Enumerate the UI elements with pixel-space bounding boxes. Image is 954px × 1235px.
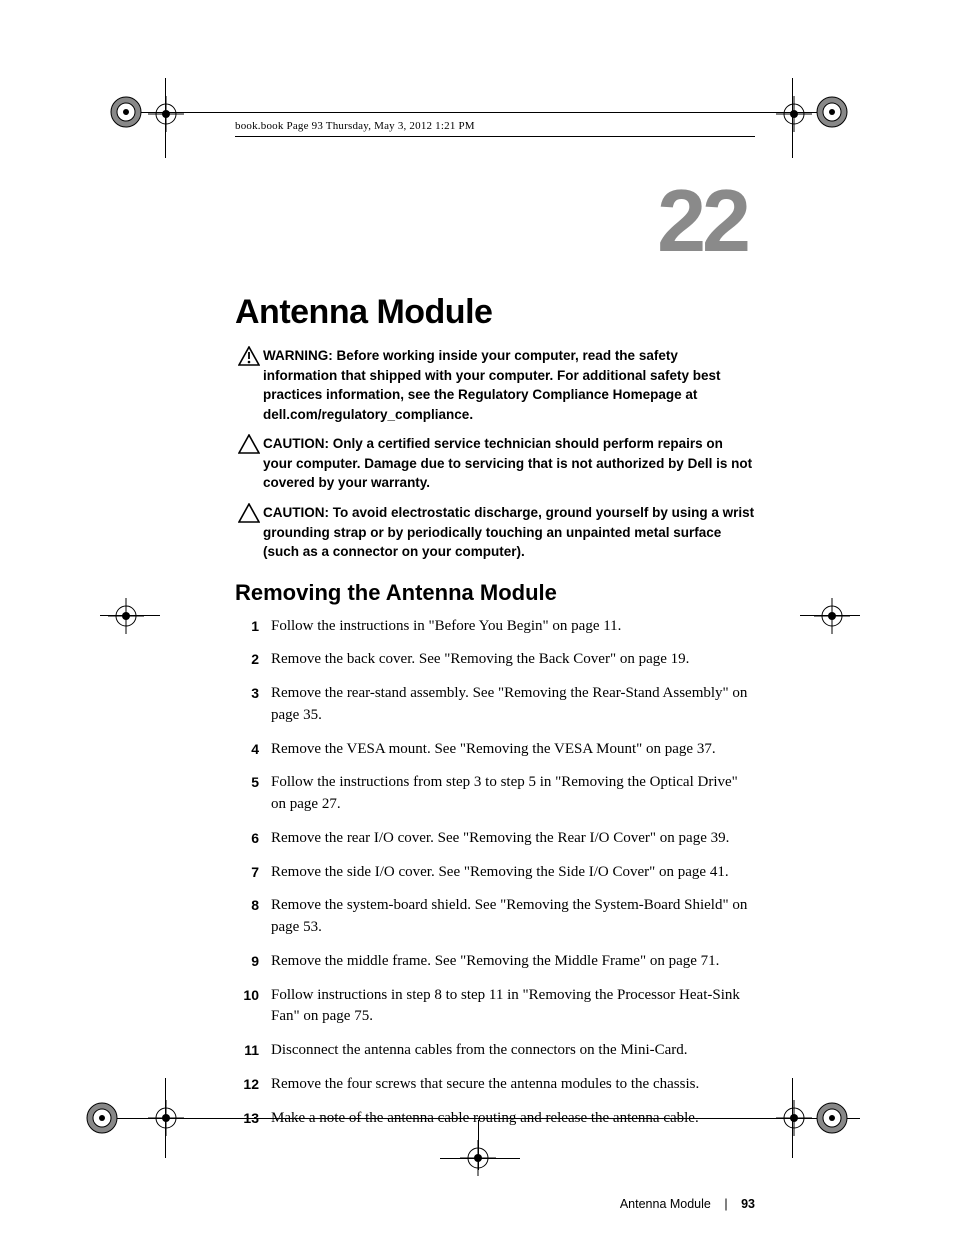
page-title: Antenna Module (235, 293, 755, 332)
section-heading: Removing the Antenna Module (235, 580, 755, 606)
page: book.book Page 93 Thursday, May 3, 2012 … (0, 0, 954, 1235)
caution-icon (235, 503, 263, 523)
notice-lead: CAUTION: (263, 436, 329, 451)
step-list: Follow the instructions in "Before You B… (235, 616, 755, 1130)
notice-lead: CAUTION: (263, 505, 329, 520)
step-item: Remove the side I/O cover. See "Removing… (235, 862, 755, 884)
page-footer: Antenna Module | 93 (620, 1197, 755, 1211)
registration-mark-icon (108, 598, 144, 634)
registration-mark-icon (460, 1140, 496, 1176)
crop-line (130, 112, 830, 113)
step-item: Remove the middle frame. See "Removing t… (235, 951, 755, 973)
step-item: Make a note of the antenna cable routing… (235, 1108, 755, 1130)
chapter-number: 22 (235, 177, 747, 265)
registration-mark-icon (776, 96, 812, 132)
page-number: 93 (741, 1197, 755, 1211)
notice-text: CAUTION: Only a certified service techni… (263, 434, 755, 493)
step-item: Remove the rear I/O cover. See "Removing… (235, 828, 755, 850)
notice-body-text: Only a certified service technician shou… (263, 436, 752, 490)
notice-text: WARNING: Before working inside your comp… (263, 346, 755, 424)
registration-mark-icon (108, 94, 144, 130)
rule-line (235, 136, 755, 137)
warning-notice: WARNING: Before working inside your comp… (235, 346, 755, 424)
step-item: Remove the back cover. See "Removing the… (235, 649, 755, 671)
caution-notice: CAUTION: To avoid electrostatic discharg… (235, 503, 755, 562)
warning-icon (235, 346, 263, 366)
step-item: Follow instructions in step 8 to step 11… (235, 985, 755, 1029)
registration-mark-icon (814, 94, 850, 130)
footer-separator: | (724, 1197, 727, 1211)
step-item: Follow the instructions from step 3 to s… (235, 772, 755, 816)
notice-body-text: To avoid electrostatic discharge, ground… (263, 505, 754, 559)
notice-text: CAUTION: To avoid electrostatic discharg… (263, 503, 755, 562)
step-item: Remove the four screws that secure the a… (235, 1074, 755, 1096)
step-item: Follow the instructions in "Before You B… (235, 616, 755, 638)
step-item: Remove the rear-stand assembly. See "Rem… (235, 683, 755, 727)
registration-mark-icon (814, 598, 850, 634)
notice-lead: WARNING: (263, 348, 333, 363)
step-item: Remove the system-board shield. See "Rem… (235, 895, 755, 939)
registration-mark-icon (148, 1100, 184, 1136)
registration-mark-icon (84, 1100, 120, 1136)
caution-icon (235, 434, 263, 454)
content-column: book.book Page 93 Thursday, May 3, 2012 … (235, 120, 755, 1141)
step-item: Disconnect the antenna cables from the c… (235, 1040, 755, 1062)
step-item: Remove the VESA mount. See "Removing the… (235, 739, 755, 761)
footer-section: Antenna Module (620, 1197, 711, 1211)
running-head: book.book Page 93 Thursday, May 3, 2012 … (235, 120, 755, 132)
registration-mark-icon (776, 1100, 812, 1136)
caution-notice: CAUTION: Only a certified service techni… (235, 434, 755, 493)
registration-mark-icon (148, 96, 184, 132)
registration-mark-icon (814, 1100, 850, 1136)
